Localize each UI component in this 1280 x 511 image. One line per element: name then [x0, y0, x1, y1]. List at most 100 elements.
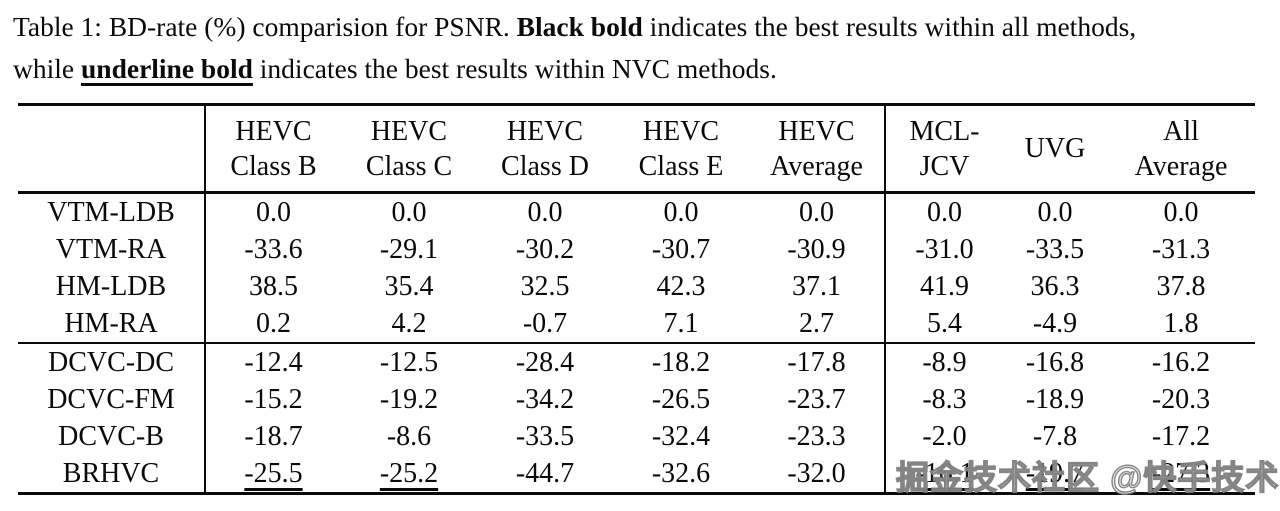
table-row: HM-RA 0.2 4.2 -0.7 7.1 2.7 5.4 -4.9 1.8 [18, 305, 1255, 343]
value-cell: -12.5 [341, 342, 477, 381]
header-line: HEVC [506, 115, 584, 147]
value-cell: -32.4 [651, 420, 711, 452]
header-line: Class C [365, 150, 453, 182]
header-cell: HEVC Class E [613, 104, 749, 194]
value-cell: 0.0 [749, 192, 886, 231]
value-cell: 37.8 [1156, 270, 1206, 302]
value-cell: -30.9 [749, 231, 886, 268]
value-cell: 36.3 [1030, 270, 1080, 302]
value-cell: -33.5 [1025, 233, 1085, 265]
caption-text: while [13, 53, 81, 84]
value-cell: 0.0 [256, 196, 291, 228]
value-cell: -4.9 [1032, 307, 1078, 339]
value-cell: -8.3 [922, 383, 967, 415]
value-cell: -33.6 [244, 233, 303, 265]
caption-line-1: Table 1: BD-rate (%) comparision for PSN… [13, 6, 1273, 48]
header-line: Class D [501, 150, 589, 182]
header-cell: HEVC Class B [205, 104, 341, 194]
value-cell: -20.3 [1151, 383, 1211, 415]
table-row: HM-LDB 38.5 35.4 32.5 42.3 37.1 41.9 36.3 37.8 [18, 268, 1255, 305]
value-cell: 5.4 [927, 307, 962, 339]
header-cell: UVG [1003, 104, 1107, 194]
value-cell: -29.1 [379, 233, 439, 265]
value-cell: -23.3 [749, 418, 886, 455]
value-cell: 42.3 [656, 270, 706, 302]
header-line: All [1163, 115, 1199, 147]
row-label: DCVC-FM [18, 381, 206, 418]
value-cell: -12.4 [205, 342, 341, 381]
table-body: VTM-LDB 0.0 0.0 0.0 0.0 0.0 0.0 0.0 0.0 VTM-RA -33… [18, 192, 1255, 494]
value-cell: -19.7 [1025, 457, 1085, 489]
value-cell: -25.2 [379, 457, 439, 489]
header-line: HEVC [370, 115, 448, 147]
value-cell: -16.2 [1107, 342, 1255, 381]
header-line: Average [1134, 150, 1228, 182]
value-cell: -34.2 [515, 383, 575, 415]
row-label: BRHVC [18, 455, 206, 494]
table-row: DCVC-FM -15.2 -19.2 -34.2 -26.5 -23.7 -8.3 -18.… [18, 381, 1255, 418]
header-cell: HEVC Average [749, 104, 886, 194]
header-line: HEVC [642, 115, 720, 147]
value-cell: -17.8 [749, 342, 886, 381]
row-label: HM-LDB [18, 268, 206, 305]
value-cell: 0.0 [663, 196, 699, 228]
value-cell: -8.6 [386, 420, 432, 452]
value-cell: -33.5 [515, 420, 575, 452]
value-cell: -31.0 [915, 233, 974, 265]
value-cell: 38.5 [249, 270, 298, 302]
value-cell: -18.2 [613, 342, 749, 381]
value-cell: 4.2 [391, 307, 427, 339]
value-cell: 0.2 [256, 307, 291, 339]
row-label: HM-RA [18, 305, 206, 343]
row-label: DCVC-DC [18, 342, 206, 381]
value-cell: -31.3 [1151, 233, 1211, 265]
value-cell: -32.6 [651, 457, 711, 489]
header-line: MCL- [909, 115, 980, 147]
value-cell: -32.0 [749, 455, 886, 494]
value-cell: -23.7 [749, 381, 886, 418]
header-line: HEVC [235, 115, 312, 147]
row-label: VTM-RA [18, 231, 206, 268]
header-line: Class B [230, 150, 317, 182]
value-cell: 41.9 [920, 270, 969, 302]
table-row: VTM-RA -33.6 -29.1 -30.2 -30.7 -30.9 -31.0 -33.… [18, 231, 1255, 268]
value-cell: -17.2 [1151, 420, 1211, 452]
value-cell: -2.0 [922, 420, 967, 452]
value-cell: -18.9 [1025, 383, 1085, 415]
value-cell: 0.0 [527, 196, 563, 228]
value-cell: -30.2 [515, 233, 575, 265]
value-cell: -19.2 [379, 383, 439, 415]
value-cell: 37.1 [749, 268, 886, 305]
header-line: Class E [638, 150, 724, 182]
value-cell: 0.0 [391, 196, 427, 228]
header-line: UVG [1024, 133, 1086, 164]
table-row: DCVC-DC -12.4 -12.5 -28.4 -18.2 -17.8 -8.9 -16.… [18, 342, 1255, 381]
value-cell: 2.7 [749, 305, 886, 343]
table-row: VTM-LDB 0.0 0.0 0.0 0.0 0.0 0.0 0.0 0.0 [18, 192, 1255, 231]
header-cell-empty [18, 104, 206, 194]
value-cell: -16.8 [1003, 342, 1107, 381]
value-cell: -26.5 [651, 383, 711, 415]
value-cell: 0.0 [1163, 196, 1199, 228]
value-cell: 35.4 [384, 270, 434, 302]
table-row: BRHVC -25.5 -25.2 -44.7 -32.6 -32.0 -16.1 -19.7… [18, 455, 1255, 494]
value-cell: 7.1 [663, 307, 699, 339]
caption-underline-bold: underline bold [80, 53, 253, 84]
value-cell: -8.9 [885, 342, 1003, 381]
header-line: HEVC [778, 115, 855, 147]
value-cell: 0.0 [927, 196, 962, 228]
header-cell: MCL- JCV [885, 104, 1003, 194]
header-cell: HEVC Class D [477, 104, 613, 194]
header-cell: All Average [1107, 104, 1255, 194]
value-cell: -15.2 [244, 383, 303, 415]
value-cell: -0.7 [522, 307, 568, 339]
caption-text: indicates the best results within all me… [642, 11, 1137, 42]
caption-black-bold: Black bold [516, 11, 643, 42]
caption-line-2: while underline bold indicates the best … [13, 48, 1273, 90]
table-caption: Table 1: BD-rate (%) comparision for PSN… [13, 6, 1273, 90]
row-label: VTM-LDB [18, 192, 206, 231]
table-row: DCVC-B -18.7 -8.6 -33.5 -32.4 -23.3 -2.0 -7.8 -1… [18, 418, 1255, 455]
row-label: DCVC-B [18, 418, 206, 455]
value-cell: 1.8 [1163, 307, 1199, 339]
value-cell: -27.3 [1151, 457, 1211, 489]
